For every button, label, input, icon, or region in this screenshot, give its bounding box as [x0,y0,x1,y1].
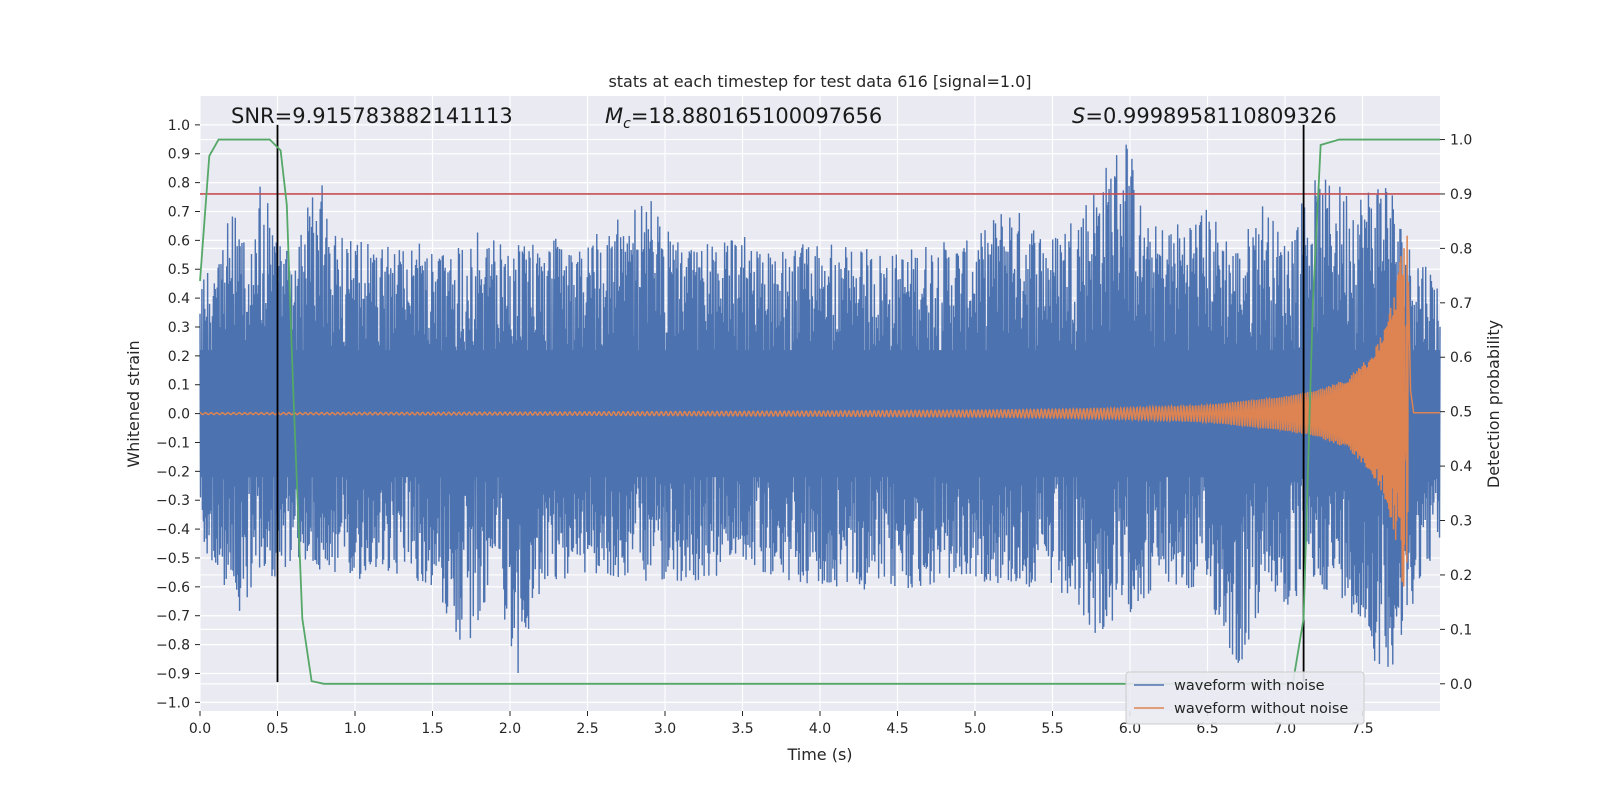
chirp-mass-subscript: c [623,116,631,132]
y-tick-label: −0.1 [156,435,190,451]
y-tick-label: −0.9 [156,666,190,682]
y2-tick-label: 0.3 [1450,514,1472,530]
y-tick-label: 0.3 [168,320,190,336]
chirp-mass-annotation: Mc=18.880165100097656 [605,104,882,132]
y-tick-label: −1.0 [156,695,190,711]
score-value: =0.9998958110809326 [1085,104,1336,128]
y-axis-label: Whitened strain [124,340,143,467]
x-tick-label: 3.5 [731,721,753,737]
y-tick-label: −0.2 [156,464,190,480]
x-tick-label: 5.5 [1041,721,1063,737]
y-tick-label: 0.0 [168,407,190,423]
y2-tick-label: 0.9 [1450,187,1472,203]
chart-title: stats at each timestep for test data 616… [608,72,1031,91]
y-tick-label: 0.6 [168,233,190,249]
x-tick-label: 2.5 [576,721,598,737]
x-tick-label: 6.0 [1119,721,1141,737]
score-symbol: S [1072,104,1085,128]
legend-label-waveform-with-noise: waveform with noise [1174,678,1325,694]
legend-box [1125,671,1365,725]
y2-tick-label: 0.2 [1450,568,1472,584]
x-tick-label: 4.5 [886,721,908,737]
x-tick-label: 6.5 [1196,721,1218,737]
x-tick-label: 0.5 [266,721,288,737]
y-tick-label: −0.5 [156,551,190,567]
x-tick-label: 1.5 [421,721,443,737]
y2-axis-label: Detection probability [1484,320,1503,488]
chirp-mass-value: =18.880165100097656 [631,104,882,128]
y2-tick-label: 0.8 [1450,241,1472,257]
series-detection-probability [199,138,1440,685]
x-axis-label: Time (s) [786,745,852,764]
y-tick-label: −0.6 [156,580,190,596]
y2-tick-label: 0.0 [1450,677,1472,693]
snr-annotation: SNR=9.915783882141113 [231,104,513,128]
x-axis-ticks: 0.0 0.5 1.0 1.5 2.0 2.5 3.0 3.5 4.0 4.5 5.0 5.5 6.0 6… [189,711,1374,737]
x-tick-label: 4.0 [809,721,831,737]
y-tick-label: −0.8 [156,638,190,654]
y-tick-label: 0.5 [168,262,190,278]
y-tick-label: −0.7 [156,609,190,625]
x-tick-label: 7.5 [1351,721,1373,737]
series-waveform-without-noise [199,235,1440,587]
x-tick-label: 5.0 [964,721,986,737]
x-tick-label: 1.0 [344,721,366,737]
x-tick-label: 0.0 [189,721,211,737]
y-tick-label: 0.2 [168,349,190,365]
waveform-without-noise-line [199,235,1440,587]
y-tick-label: 0.4 [168,291,190,307]
score-annotation: S=0.9998958110809326 [1072,104,1337,128]
x-tick-label: 3.0 [654,721,676,737]
x-tick-label: 7.0 [1274,721,1296,737]
y-tick-label: −0.3 [156,493,190,509]
y-tick-label: 0.1 [168,378,190,394]
legend-label-waveform-without-noise: waveform without noise [1174,701,1348,717]
legend: waveform with noise waveform without noi… [1125,671,1365,725]
y2-tick-label: 0.5 [1450,405,1472,421]
chirp-mass-symbol: M [605,104,623,128]
y2-tick-label: 0.1 [1450,622,1472,638]
y2-tick-label: 0.7 [1450,296,1472,312]
x-tick-label: 2.0 [499,721,521,737]
y-tick-label: 0.7 [168,204,190,220]
y-tick-label: 0.9 [168,147,190,163]
y2-tick-label: 0.4 [1450,459,1472,475]
y-tick-label: −0.4 [156,522,190,538]
y-tick-label: 0.8 [168,176,190,192]
y-tick-label: 1.0 [168,118,190,134]
y2-tick-label: 0.6 [1450,350,1472,366]
y-axis-ticks: −1.0 −0.9 −0.8 −0.7 −0.6 −0.5 −0.4 −0.3 −0.2 −0.1… [156,118,200,711]
y2-tick-label: 1.0 [1450,133,1472,149]
detection-probability-line [199,138,1440,685]
y2-axis-ticks: 0.0 0.1 0.2 0.3 0.4 0.5 0.6 0.7 0.8 0.9 1.0 [1440,133,1472,693]
